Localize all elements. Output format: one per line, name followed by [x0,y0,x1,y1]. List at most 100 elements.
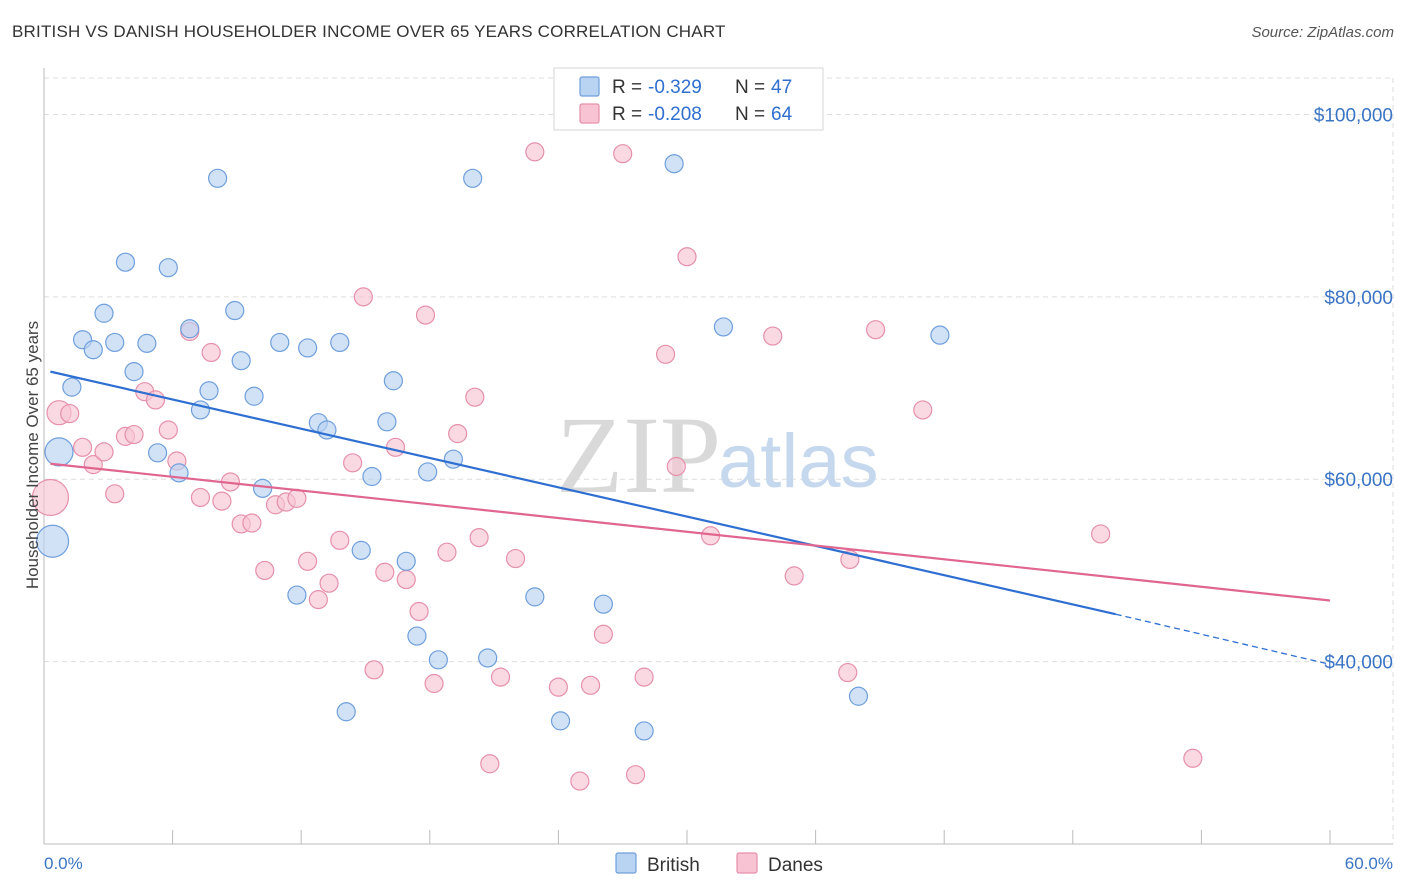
danes-point-20 [255,560,275,581]
british-point-30 [377,412,397,432]
legend-danes-r-label: R = [612,104,642,125]
danes-point-47 [580,675,601,695]
legend-british-n-label: N = [735,77,765,98]
danes-point-6 [105,484,125,504]
correlation-legend: R = -0.329 N = 47 R = -0.208 N = 64 [553,67,824,131]
danes-point-40 [469,527,489,548]
british-point-29 [362,466,382,487]
danes-point-48 [593,624,614,644]
danes-point-16 [212,491,232,511]
danes-point-52 [655,344,676,364]
danes-point-61 [913,400,933,420]
gridlines [44,77,1394,844]
danes-point-60 [866,320,886,340]
danes-point-51 [634,667,654,687]
danes-point-49 [613,144,633,164]
british-point-39 [525,587,545,607]
danes-point-25 [308,590,328,610]
danes-point-43 [505,548,526,569]
y-tick-label-2: $80,000 [1324,288,1393,309]
x-tick-label-max: 60.0% [1345,854,1393,873]
danes-point-26 [319,573,339,593]
danes-point-28 [343,453,363,473]
british-point-46 [930,325,950,345]
british-point-4 [83,340,103,360]
bottom-legend-british-swatch [615,852,637,874]
danes-point-41 [480,754,500,774]
danes-point-24 [298,551,318,571]
british-point-13 [180,319,200,339]
british-point-26 [330,332,350,353]
danes-point-33 [396,569,416,590]
british-point-38 [478,648,498,668]
danes-point-46 [570,771,590,791]
legend-british-r-value: -0.329 [648,77,702,98]
british-point-19 [244,386,264,406]
british-points [35,154,950,741]
british-trend-line [50,370,1116,616]
british-point-28 [351,540,371,560]
british-point-7 [115,252,136,272]
danes-point-63 [1183,748,1203,768]
british-point-20 [253,478,273,498]
legend-danes-swatch [579,103,600,124]
watermark-atlas: atlas [718,419,879,504]
british-point-32 [396,551,416,571]
british-point-22 [287,585,307,605]
danes-point-31 [375,562,395,582]
danes-point-38 [448,424,468,444]
british-trend-extension [1115,613,1331,665]
british-point-16 [208,168,228,188]
british-point-1 [44,437,74,467]
british-point-6 [105,332,125,353]
british-point-34 [418,462,438,482]
danes-point-62 [1091,524,1111,544]
danes-point-14 [190,487,211,508]
british-point-8 [124,362,144,382]
british-point-15 [199,381,219,401]
danes-point-11 [158,420,178,440]
chart-title: BRITISH VS DANISH HOUSEHOLDER INCOME OVE… [12,22,726,41]
danes-point-53 [666,456,686,477]
watermark: ZIP atlas [556,394,879,516]
legend-british-n-value: 47 [771,77,792,98]
danes-point-3 [72,437,93,457]
danes-point-5 [94,442,114,462]
y-tick-labels: $40,000 $60,000 $80,000 $100,000 [1314,105,1393,673]
trend-lines [50,370,1331,665]
x-tick-label-min: 0.0% [44,854,83,873]
british-point-23 [298,338,318,358]
danes-point-32 [385,437,406,457]
bottom-legend-danes-label: Danes [768,855,823,876]
danes-point-50 [625,765,646,785]
british-point-43 [664,154,684,174]
british-point-41 [593,594,614,614]
danes-point-34 [409,601,429,622]
danes-point-29 [353,287,373,307]
danes-point-8 [124,424,144,445]
british-point-31 [383,371,403,391]
danes-point-45 [548,677,569,697]
axes [43,68,1393,845]
british-point-33 [407,626,427,646]
british-point-35 [428,650,448,670]
british-point-27 [336,702,356,722]
legend-british-swatch [579,76,600,97]
legend-danes-n-value: 64 [771,104,793,125]
danes-point-0 [31,478,70,517]
british-point-37 [463,168,483,188]
danes-point-56 [763,326,783,346]
british-point-11 [158,258,178,278]
danes-point-2 [60,403,80,424]
bottom-legend-british-label: British [647,855,700,876]
danes-point-39 [465,387,485,407]
bottom-legend-danes-swatch [736,852,758,874]
danes-points [31,142,1203,791]
danes-point-19 [242,513,262,533]
british-point-45 [848,686,869,706]
source-credit: Source: ZipAtlas.com [1251,24,1394,41]
y-tick-label-0: $40,000 [1324,653,1393,674]
danes-point-54 [677,247,697,267]
danes-point-36 [424,673,444,694]
